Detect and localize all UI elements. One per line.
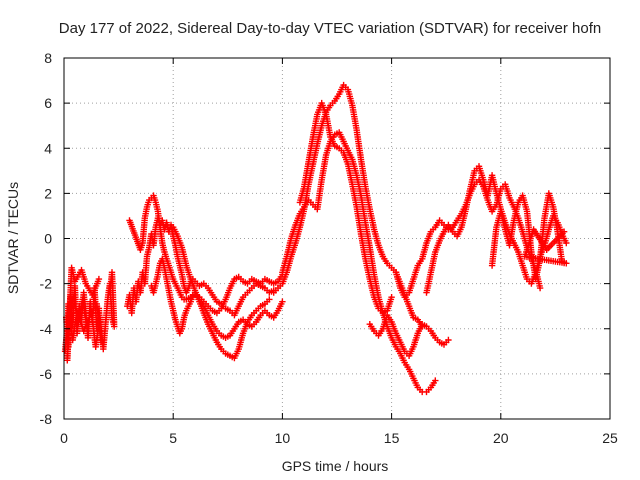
y-tick-label: 4 [44, 140, 52, 156]
x-tick-label: 10 [275, 430, 291, 446]
data-point [563, 239, 570, 247]
data-point [432, 377, 439, 384]
x-axis-label: GPS time / hours [282, 458, 389, 474]
data-point [266, 296, 273, 303]
y-axis-label: SDTVAR / TECUs [5, 182, 21, 294]
data-point [388, 294, 395, 301]
data-point [445, 336, 452, 344]
y-tick-label: -2 [40, 276, 53, 292]
x-tick-label: 0 [60, 430, 68, 446]
y-tick-label: 0 [44, 231, 52, 247]
y-tick-label: -6 [40, 366, 53, 382]
x-tick-label: 5 [169, 430, 177, 446]
x-tick-label: 15 [384, 430, 400, 446]
data-point [95, 275, 103, 283]
chart-title: Day 177 of 2022, Sidereal Day-to-day VTE… [59, 20, 601, 37]
x-tick-label: 25 [602, 430, 618, 446]
data-point [560, 228, 568, 235]
y-tick-label: 2 [44, 185, 52, 201]
y-tick-label: -8 [40, 411, 53, 427]
data-point [536, 284, 544, 292]
y-tick-label: 8 [44, 50, 52, 66]
x-tick-label: 20 [493, 430, 509, 446]
data-point [106, 289, 114, 296]
data-points [61, 81, 570, 396]
y-tick-label: -4 [40, 321, 53, 337]
axis-ticks: 0 5 10 15 20 25 -8 -6 -4 -2 0 2 4 6 8 [40, 50, 618, 446]
data-point [279, 298, 286, 305]
y-tick-label: 6 [44, 95, 52, 111]
